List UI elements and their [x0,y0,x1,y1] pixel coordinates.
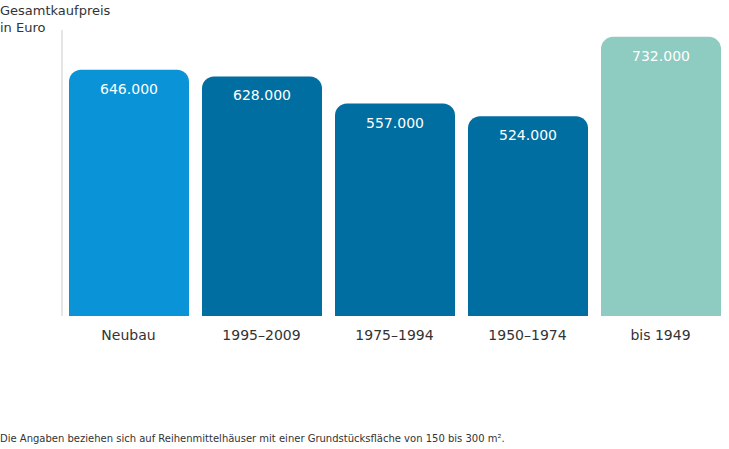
svg-text:Neubau: Neubau [101,327,155,343]
html-text:in Euro: in Euro [0,20,46,35]
svg-text:628.000: 628.000 [233,87,291,103]
svg-text:646.000: 646.000 [100,81,158,97]
svg-text:1995–2009: 1995–2009 [222,327,300,343]
svg-text:bis 1949: bis 1949 [630,327,690,343]
svg-text:524.000: 524.000 [499,127,557,143]
svg-text:557.000: 557.000 [366,115,424,131]
svg-text:1975–1994: 1975–1994 [355,327,433,343]
html-text:Gesamtkaufpreis: Gesamtkaufpreis [0,3,111,18]
svg-text:1950–1974: 1950–1974 [488,327,566,343]
svg-text:732.000: 732.000 [632,48,690,64]
html-text:Die Angaben beziehen sich auf: Die Angaben beziehen sich auf Reihenmitt… [0,433,505,444]
